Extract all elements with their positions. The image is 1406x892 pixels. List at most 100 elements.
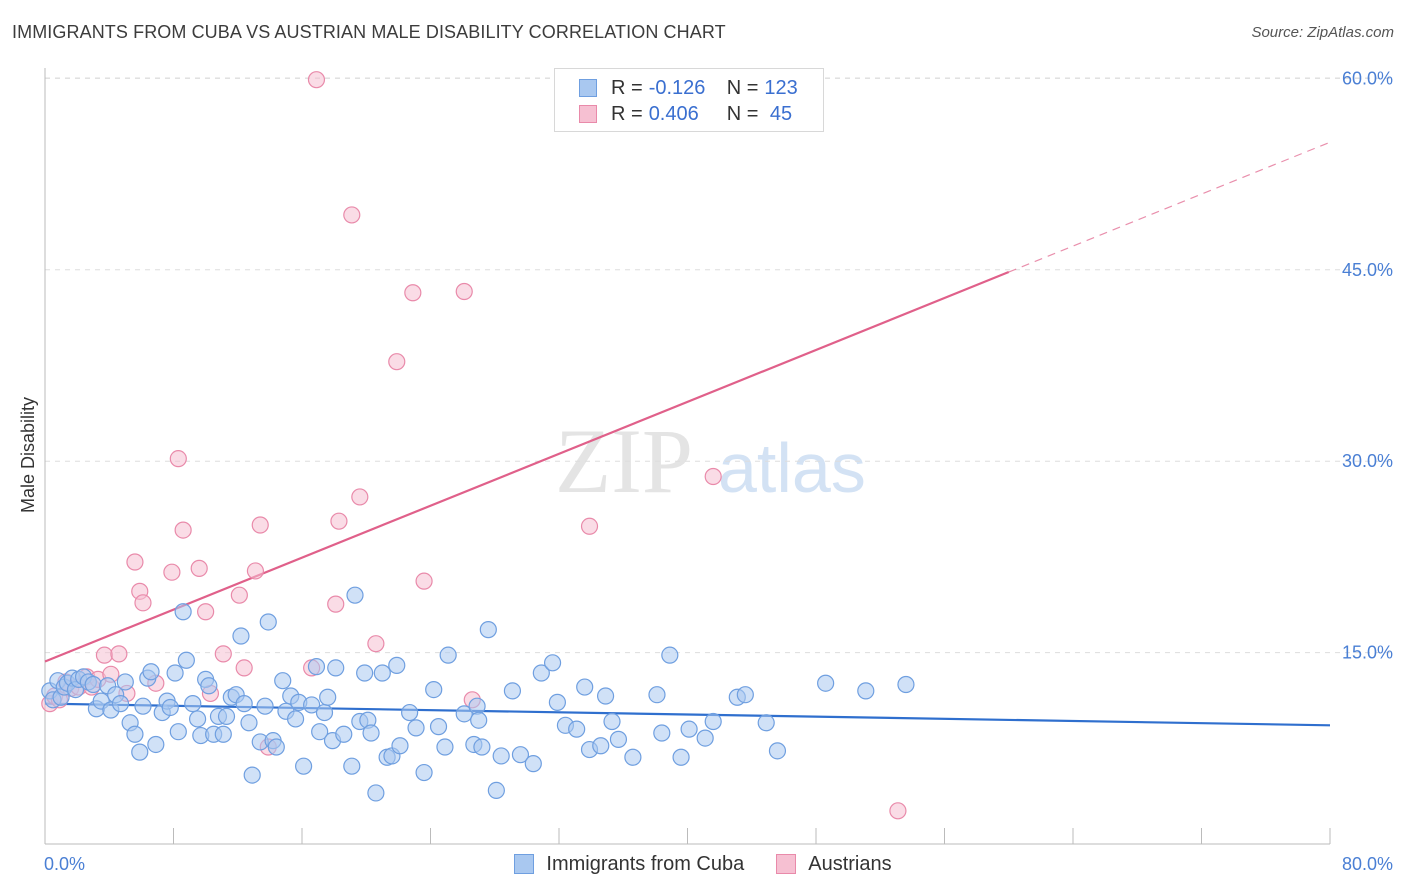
y-tick-label: 45.0% [1342, 260, 1393, 280]
r-value: -0.126 [648, 76, 706, 99]
point-austrians [889, 802, 907, 820]
point-cuba [568, 720, 586, 738]
point-cuba [391, 737, 409, 755]
point-cuba [401, 703, 419, 722]
point-cuba [603, 712, 621, 731]
r-label: R = [611, 102, 643, 125]
point-cuba [169, 723, 187, 741]
stats-row-austrians: R = 0.406 N = 45 [579, 101, 792, 127]
point-cuba [343, 757, 361, 775]
point-cuba [609, 730, 628, 748]
point-cuba [857, 682, 875, 700]
point-austrians [110, 645, 128, 663]
point-cuba [429, 718, 448, 736]
point-cuba [817, 674, 835, 692]
point-cuba [696, 729, 714, 747]
point-cuba [736, 686, 754, 704]
point-cuba [295, 757, 313, 775]
point-austrians [404, 284, 422, 302]
point-cuba [134, 697, 152, 715]
y-axis-label: Male Disability [18, 397, 38, 513]
legend-swatch-blue [514, 854, 535, 874]
point-cuba [704, 712, 722, 731]
r-value: 0.406 [648, 102, 699, 125]
point-cuba [232, 627, 250, 645]
point-cuba [346, 586, 364, 604]
stats-row-cuba: R = -0.126 N = 123 [579, 75, 798, 101]
point-cuba [487, 781, 505, 800]
point-cuba [126, 725, 144, 743]
point-cuba [274, 672, 292, 690]
point-cuba [592, 737, 610, 755]
point-austrians [704, 467, 722, 486]
point-austrians [174, 521, 192, 539]
point-austrians [134, 594, 152, 612]
point-cuba [897, 675, 915, 694]
point-austrians [246, 562, 265, 580]
point-cuba [315, 703, 334, 722]
point-cuba [596, 687, 615, 705]
point-austrians [169, 450, 187, 468]
x-tick-label-min: 0.0% [44, 854, 85, 874]
point-austrians [330, 512, 348, 530]
point-cuba [543, 654, 562, 672]
n-label: N = [726, 102, 759, 125]
stats-swatch-pink [579, 105, 597, 123]
point-cuba [142, 663, 160, 681]
point-cuba [243, 766, 261, 784]
point-cuba [455, 705, 473, 723]
x-tick-label-max: 80.0% [1342, 854, 1393, 874]
point-cuba [511, 746, 530, 764]
point-cuba [661, 646, 679, 664]
trend-line-austrians [44, 271, 1010, 663]
y-tick-label: 30.0% [1342, 451, 1393, 471]
point-cuba [548, 693, 566, 711]
stats-swatch-blue [579, 79, 597, 97]
point-austrians [190, 559, 208, 577]
chart-source: Source: ZipAtlas.com [1251, 24, 1394, 41]
point-cuba [111, 695, 130, 713]
point-cuba [335, 725, 353, 743]
point-cuba [174, 603, 192, 621]
point-austrians [367, 635, 385, 653]
point-cuba [503, 682, 522, 700]
legend-item-cuba[interactable]: Immigrants from Cuba [514, 853, 744, 876]
point-austrians [235, 659, 253, 677]
r-label: R = [611, 76, 643, 99]
point-cuba [653, 724, 671, 742]
point-cuba [327, 659, 345, 677]
point-cuba [388, 656, 406, 674]
point-austrians [126, 553, 144, 571]
point-cuba [470, 711, 488, 729]
point-cuba [307, 658, 326, 676]
point-cuba [256, 697, 274, 715]
point-cuba [473, 738, 491, 756]
point-cuba [161, 698, 179, 717]
legend-item-austrians[interactable]: Austrians [776, 853, 892, 876]
chart-title: IMMIGRANTS FROM CUBA VS AUSTRIAN MALE DI… [12, 22, 726, 42]
trend-line-austrians-extension [1008, 141, 1331, 273]
point-cuba [214, 725, 232, 743]
y-tick-label: 15.0% [1342, 643, 1393, 663]
chart-legend: Immigrants from Cuba Austrians [0, 848, 1406, 880]
tick-labels: 15.0% 30.0% 45.0% 60.0% 0.0% 80.0% Male Disabi… [18, 68, 1393, 874]
point-cuba [479, 621, 497, 639]
watermark-atlas: atlas [718, 429, 866, 507]
point-cuba [672, 748, 690, 766]
point-austrians [214, 645, 232, 663]
point-austrians [351, 488, 369, 506]
point-austrians [163, 563, 181, 581]
point-austrians [343, 206, 361, 224]
point-cuba [286, 710, 305, 728]
point-cuba [217, 707, 236, 726]
point-cuba [415, 763, 433, 782]
data-points [41, 69, 915, 820]
point-cuba [356, 664, 374, 682]
point-austrians [307, 71, 326, 89]
point-cuba [367, 784, 385, 802]
point-cuba [768, 742, 787, 760]
point-austrians [230, 586, 248, 604]
point-cuba [259, 613, 277, 631]
point-cuba [267, 738, 285, 756]
